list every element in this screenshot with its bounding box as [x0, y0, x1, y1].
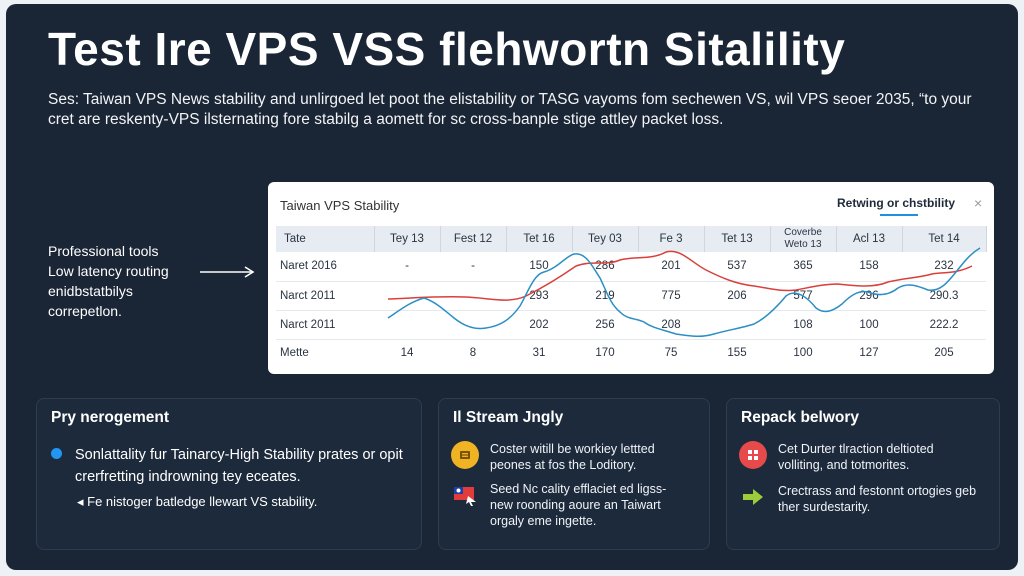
table-cell: Narct 2011 [276, 310, 374, 340]
flag-icon [451, 481, 479, 509]
column-header[interactable]: Fest 12 [440, 226, 507, 252]
panel-title: Repack belwory [741, 409, 860, 426]
table-cell: 205 [934, 347, 954, 360]
table-cell: Naret 2016 [276, 252, 374, 282]
table-cell [704, 310, 770, 340]
panel-text: Sonlattality fur Tainarcy-High Stability… [75, 447, 403, 485]
column-header[interactable]: Acl 13 [836, 226, 903, 252]
feature-text: Crectrass and festonnt ortogies geb ther… [778, 484, 977, 514]
side-note-2: Low latency routing [48, 263, 169, 279]
feature-text: Seed Nc cality efflaciet ed ligss- new r… [490, 482, 667, 528]
feature-text: Cet Durter tlraction deltioted volliting… [778, 442, 934, 472]
table-header-row: Tate Tey 13 Fest 12 Tet 16 Tey 03 Fe 3 T… [276, 226, 987, 252]
side-note-3: enidbstatbilys [48, 283, 133, 299]
feature-item: Coster witill be workiey lettted peones … [451, 441, 686, 473]
column-header[interactable]: Tate [276, 226, 375, 252]
column-header[interactable]: Tey 03 [572, 226, 639, 252]
feature-text: Coster witill be workiey lettted peones … [490, 442, 655, 472]
card-title: Taiwan VPS Stability [280, 198, 400, 213]
tab-underline [880, 214, 918, 216]
column-header[interactable]: Tet 16 [506, 226, 573, 252]
close-icon[interactable]: × [974, 195, 983, 211]
table-cell: 75 [664, 347, 678, 360]
stability-table: Tate Tey 13 Fest 12 Tet 16 Tey 03 Fe 3 T… [276, 226, 987, 367]
table-cell: 108 [770, 310, 836, 340]
stability-card: Taiwan VPS Stability Retwing or chstbili… [268, 182, 994, 374]
table-cell: 365 [770, 252, 836, 282]
table-cell: 537 [704, 252, 770, 282]
feature-item: Crectrass and festonnt ortogies geb ther… [739, 483, 978, 515]
arrow-right-icon [200, 266, 255, 278]
hero-slide: Test Ire VPS VSS flehwortn Sitalility Se… [6, 4, 1018, 570]
table-cell: 170 [595, 347, 615, 360]
table-cell: 290.3 [902, 281, 986, 311]
table-row: Mette 14 8 31 170 75 155 100 127 205 [276, 339, 986, 367]
side-note-4: correpetlon. [48, 303, 122, 319]
table-cell: 208 [638, 310, 704, 340]
feature-item: Seed Nc cality efflaciet ed ligss- new r… [451, 481, 686, 529]
table-cell: 256 [572, 310, 638, 340]
column-header[interactable]: Tet 14 [902, 226, 987, 252]
column-header[interactable]: Tet 13 [704, 226, 771, 252]
table-cell [440, 281, 506, 311]
table-cell: 201 [638, 252, 704, 282]
table-row: Naret 2016 - - 150 286 201 537 365 158 2… [276, 252, 986, 282]
panel-repack: Repack belwory Cet Durter tlraction delt… [726, 398, 1000, 550]
column-header[interactable]: Tey 13 [374, 226, 441, 252]
table-cell: 296 [836, 281, 902, 311]
table-cell: 158 [836, 252, 902, 282]
table-cell: 293 [506, 281, 572, 311]
side-note-1: Professional tools [48, 243, 159, 259]
table-cell: 286 [572, 252, 638, 282]
table-cell: 155 [727, 347, 747, 360]
side-notes: Professional tools Low latency routing e… [48, 241, 208, 321]
column-header[interactable]: Coverbe Weto 13 [770, 226, 837, 252]
table-cell: Mette [280, 347, 309, 360]
panel-note: ◂ Fe nistoger batledge llewart VS stabil… [77, 494, 318, 509]
table-cell: 8 [469, 347, 477, 360]
table-cell: 219 [572, 281, 638, 311]
table-cell: Narct 2011 [276, 281, 374, 311]
table-cell: 150 [506, 252, 572, 282]
table-cell: 31 [532, 347, 546, 360]
column-header[interactable]: Fe 3 [638, 226, 705, 252]
table-cell: 232 [902, 252, 986, 282]
table-cell: 775 [638, 281, 704, 311]
table-cell: 222.2 [902, 310, 986, 340]
page-subtitle: Ses: Taiwan VPS News stability and unlir… [48, 91, 972, 128]
table-cell: - [440, 252, 506, 282]
table-cell [440, 310, 506, 340]
table-cell [374, 310, 440, 340]
table-cell: 202 [506, 310, 572, 340]
table-row: Narct 2011 293 219 775 206 577 296 290.3 [276, 281, 986, 311]
panel-title: Pry nerogement [51, 409, 170, 426]
table-cell: 127 [859, 347, 879, 360]
panel-management: Pry nerogement Sonlattality fur Tainarcy… [36, 398, 422, 550]
arrow-right-icon [739, 483, 767, 511]
feature-item: Cet Durter tlraction deltioted volliting… [739, 441, 978, 473]
table-cell: 577 [770, 281, 836, 311]
table-cell: - [374, 252, 440, 282]
table-row: Narct 2011 202 256 208 108 100 222.2 [276, 310, 986, 340]
table-cell: 206 [704, 281, 770, 311]
grid-icon [739, 441, 767, 469]
panel-title: Il Stream Jngly [453, 409, 564, 426]
tab-stability[interactable]: Retwing or chstbility [837, 196, 956, 210]
bullet-dot-icon [51, 448, 62, 459]
table-cell: 100 [836, 310, 902, 340]
panel-stream: Il Stream Jngly Coster witill be workiey… [438, 398, 710, 550]
table-cell [374, 281, 440, 311]
server-icon [451, 441, 479, 469]
table-cell: 100 [793, 347, 813, 360]
page-title: Test Ire VPS VSS flehwortn Sitalility [48, 23, 846, 75]
table-cell: 14 [400, 347, 414, 360]
